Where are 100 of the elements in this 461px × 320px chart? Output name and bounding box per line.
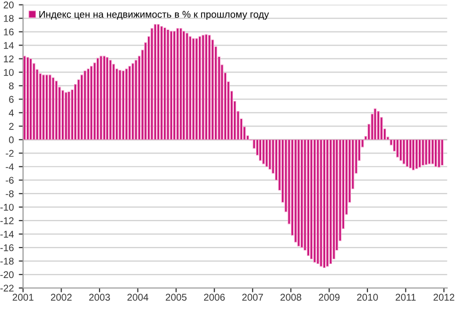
bar — [182, 30, 186, 140]
bar — [418, 139, 422, 168]
bar — [68, 92, 70, 140]
bar — [86, 68, 90, 140]
bar — [132, 63, 134, 140]
bar — [415, 139, 418, 169]
bar — [23, 56, 26, 140]
bar — [150, 28, 154, 140]
bar — [402, 139, 406, 164]
bar — [26, 57, 30, 140]
y-tick-label: -14 — [0, 230, 14, 238]
x-tick-label: 2009 — [318, 294, 340, 301]
x-tick-label: 2008 — [280, 294, 302, 301]
bar — [90, 66, 93, 140]
bar — [268, 139, 272, 170]
y-tick-label: 16 — [4, 28, 14, 36]
y-tick-label: -10 — [0, 204, 14, 211]
bar — [431, 139, 434, 164]
y-tick-label: 12 — [4, 55, 14, 62]
bar — [48, 74, 52, 140]
bar — [428, 139, 431, 164]
x-tick-label: 2006 — [204, 294, 225, 301]
bar — [329, 139, 332, 264]
bar — [166, 29, 170, 140]
bar — [438, 139, 440, 168]
bar — [198, 36, 202, 140]
y-tick-label: 4 — [8, 110, 14, 116]
bar — [163, 27, 166, 140]
bar — [128, 66, 131, 140]
bar — [440, 139, 444, 166]
bar — [61, 90, 64, 140]
bar — [322, 139, 326, 268]
bar — [434, 139, 438, 167]
bar — [204, 34, 208, 140]
legend-label: Индекс цен на недвижимость в % к прошлому году — [39, 10, 269, 20]
y-tick-label: 20 — [4, 2, 14, 8]
bar — [170, 30, 173, 140]
x-tick-label: 2007 — [242, 294, 263, 301]
bar — [406, 139, 408, 167]
y-tick-label: 2 — [9, 122, 14, 130]
bar — [176, 28, 179, 140]
bar — [39, 73, 42, 140]
x-tick-label: 2002 — [50, 294, 72, 301]
bar — [258, 139, 262, 161]
bar — [326, 139, 329, 267]
y-tick-label: -22 — [0, 284, 14, 292]
bar — [208, 34, 211, 140]
bar — [96, 58, 100, 140]
bar — [100, 56, 102, 140]
bar — [29, 58, 32, 140]
bar — [64, 92, 68, 140]
y-tick-label: -8 — [6, 190, 14, 198]
y-tick-label: -2 — [6, 150, 14, 157]
bar — [195, 38, 198, 140]
y-tick-label: 18 — [4, 15, 14, 22]
bar — [42, 74, 45, 140]
bar — [134, 60, 138, 140]
bar — [316, 139, 320, 264]
bar — [300, 139, 304, 248]
x-tick-label: 2010 — [357, 294, 378, 301]
bar — [320, 139, 322, 267]
bar — [186, 32, 188, 140]
bar — [160, 26, 163, 140]
bar — [297, 139, 300, 246]
bar — [192, 38, 195, 140]
y-tick-label: 6 — [9, 96, 14, 103]
bar — [188, 36, 192, 140]
bar — [374, 108, 376, 140]
bar — [52, 77, 54, 140]
y-tick-label: -4 — [6, 163, 14, 170]
bar — [310, 139, 313, 260]
bar — [265, 139, 268, 167]
y-tick-label: 14 — [4, 42, 14, 49]
x-tick-label: 2001 — [12, 294, 34, 301]
bar — [118, 70, 122, 140]
x-tick-label: 2005 — [166, 294, 187, 301]
bar — [377, 111, 380, 140]
bar — [156, 24, 160, 140]
y-tick-label: 0 — [8, 136, 14, 144]
x-tick-label: 2004 — [127, 294, 148, 301]
bar — [122, 70, 125, 140]
bar — [80, 74, 84, 140]
bar — [313, 139, 316, 263]
bar — [125, 68, 128, 140]
bar — [112, 64, 115, 140]
x-tick-label: 2011 — [396, 294, 416, 301]
bar — [45, 74, 48, 140]
bar — [180, 28, 182, 140]
bar — [102, 56, 106, 140]
bar — [294, 139, 297, 242]
bar — [422, 139, 424, 166]
bar — [106, 57, 109, 140]
y-tick-label: -18 — [0, 258, 14, 265]
bar — [109, 60, 112, 140]
x-tick-label: 2003 — [89, 294, 110, 301]
y-tick-label: -6 — [6, 176, 14, 184]
bar — [399, 139, 402, 161]
y-tick-label: -16 — [0, 244, 14, 252]
bar — [173, 30, 176, 140]
bar — [262, 139, 265, 164]
